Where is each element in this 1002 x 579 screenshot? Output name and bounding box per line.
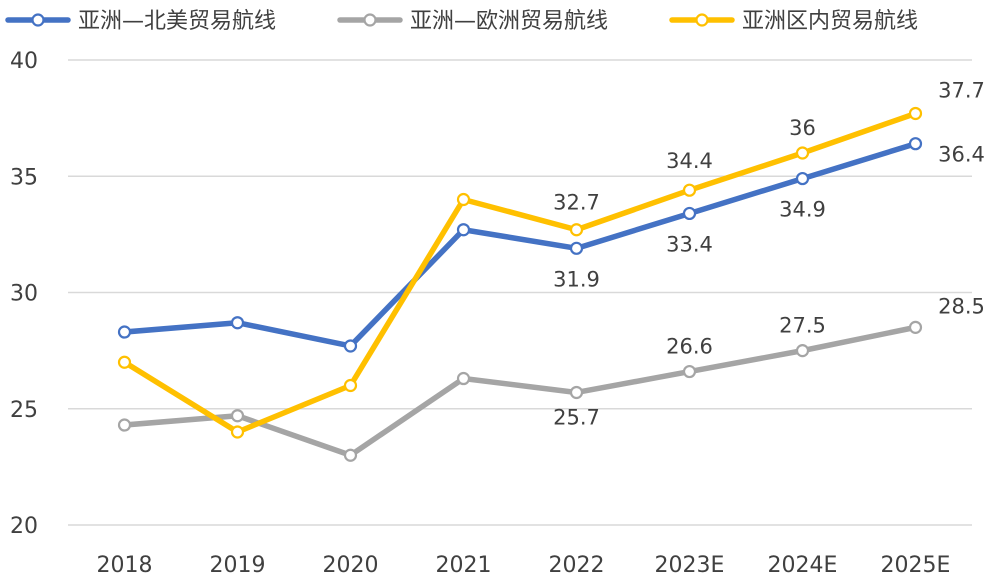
legend-label: 亚洲—北美贸易航线 (78, 9, 276, 34)
data-point (230, 409, 245, 423)
legend-item: 亚洲—北美贸易航线 (5, 9, 276, 34)
data-point (908, 320, 923, 334)
data-labels: 31.9 33.4 34.9 36.4 25.7 26.6 27.5 28.5 32.7 34.4… (553, 78, 985, 429)
series-line (121, 110, 919, 435)
series-2 (117, 106, 923, 439)
data-point (230, 425, 245, 439)
x-tick-label: 2020 (323, 553, 379, 578)
data-point (343, 339, 358, 353)
data-point (569, 223, 584, 237)
data-label: 36 (789, 116, 816, 140)
data-point (569, 241, 584, 255)
data-label: 37.7 (938, 78, 985, 102)
series-lines (117, 106, 923, 462)
data-point (795, 171, 810, 186)
data-point (456, 192, 471, 207)
x-tick-label: 2018 (97, 553, 153, 578)
series-1 (117, 320, 923, 462)
data-point (682, 183, 697, 197)
legend-label: 亚洲区内贸易航线 (742, 9, 918, 34)
series-0 (117, 137, 923, 353)
x-tick-label: 2022 (549, 553, 605, 578)
data-point (569, 385, 584, 400)
data-label: 34.9 (779, 198, 826, 222)
data-point (343, 448, 358, 462)
data-point (117, 418, 132, 432)
data-label: 36.4 (938, 143, 985, 167)
data-label: 25.7 (553, 405, 600, 429)
data-label: 27.5 (779, 314, 826, 338)
y-axis-tick-labels: 20 25 30 35 40 (10, 49, 38, 539)
data-label: 32.7 (553, 191, 600, 215)
data-point (908, 137, 923, 151)
data-point (117, 355, 132, 369)
data-point (795, 344, 810, 358)
data-point (230, 316, 245, 330)
legend-swatch-marker (363, 13, 377, 27)
legend-item: 亚洲—欧洲贸易航线 (337, 9, 608, 34)
data-point (456, 223, 471, 237)
data-point (908, 106, 923, 121)
data-label: 34.4 (666, 149, 713, 173)
legend: 亚洲—北美贸易航线 亚洲—欧洲贸易航线 亚洲区内贸易航线 (5, 9, 918, 34)
data-point (456, 371, 471, 386)
x-axis-tick-labels: 2018 2019 2020 2021 2022 2023E 2024E 2025E (97, 553, 951, 578)
data-label: 33.4 (666, 232, 713, 256)
x-tick-label: 2024E (768, 553, 838, 578)
legend-label: 亚洲—欧洲贸易航线 (410, 9, 608, 34)
y-tick-label: 20 (10, 514, 38, 539)
legend-item: 亚洲区内贸易航线 (669, 9, 918, 34)
data-point (682, 364, 697, 379)
x-tick-label: 2023E (655, 553, 725, 578)
legend-swatch-marker (31, 13, 45, 27)
gridlines (68, 59, 972, 526)
x-tick-label: 2025E (881, 553, 951, 578)
data-label: 26.6 (666, 335, 713, 359)
y-tick-label: 40 (10, 49, 38, 74)
data-point (682, 206, 697, 221)
y-tick-label: 25 (10, 398, 38, 423)
data-label: 31.9 (553, 267, 600, 291)
x-tick-label: 2019 (210, 553, 266, 578)
data-point (795, 146, 810, 160)
x-tick-label: 2021 (436, 553, 492, 578)
series-line (121, 140, 919, 349)
y-tick-label: 35 (10, 165, 38, 190)
legend-swatch-marker (695, 13, 709, 27)
data-label: 28.5 (938, 294, 985, 318)
data-point (343, 378, 358, 393)
data-point (117, 325, 132, 339)
series-line (121, 324, 919, 458)
y-tick-label: 30 (10, 282, 38, 307)
